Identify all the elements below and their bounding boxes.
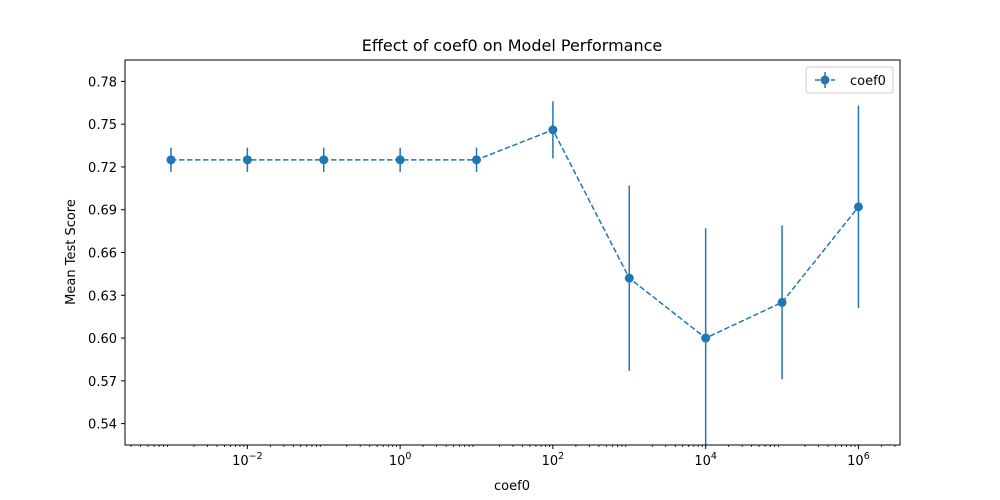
x-tick-exponent: 6: [864, 451, 870, 462]
data-point: [624, 273, 634, 283]
y-tick-label: 0.78: [88, 75, 117, 90]
y-tick-label: 0.66: [88, 247, 117, 262]
legend-box: [805, 66, 894, 94]
legend: coef0: [805, 66, 894, 94]
plot-area: [166, 101, 863, 445]
x-tick-base: 10: [847, 454, 864, 469]
x-tick-exponent: 0: [405, 451, 411, 462]
x-tick-label: 106: [847, 451, 870, 469]
y-tick-label: 0.54: [88, 418, 117, 433]
y-tick-label: 0.69: [88, 204, 117, 219]
y-axis-ticks: 0.54 0.57 0.60 0.63 0.66 0.69 0.72 0.75 0.78: [88, 75, 125, 433]
data-point: [472, 155, 482, 165]
legend-marker: [820, 75, 830, 85]
chart-title: Effect of coef0 on Model Performance: [362, 36, 663, 55]
data-point: [777, 297, 787, 307]
x-tick-exponent: −2: [249, 451, 263, 462]
data-point: [548, 125, 558, 135]
series-line: [170, 128, 860, 339]
x-tick-exponent: 4: [711, 451, 717, 462]
data-point: [166, 155, 176, 165]
x-tick-label: 104: [694, 451, 717, 469]
x-tick-label: 100: [389, 451, 412, 469]
y-tick-label: 0.75: [88, 118, 117, 133]
x-tick-base: 10: [389, 454, 406, 469]
x-axis-ticks: 10−2 100 102 104 106: [130, 445, 896, 469]
x-tick-base: 10: [232, 454, 249, 469]
data-point: [319, 155, 329, 165]
y-tick-label: 0.72: [88, 161, 117, 176]
data-point: [701, 333, 711, 343]
x-axis-label: coef0: [494, 479, 530, 494]
x-tick-base: 10: [694, 454, 711, 469]
x-tick-exponent: 2: [558, 451, 564, 462]
data-point: [242, 155, 252, 165]
x-tick-base: 10: [542, 454, 559, 469]
y-axis-label: Mean Test Score: [64, 199, 79, 305]
y-tick-label: 0.63: [88, 289, 117, 304]
y-tick-label: 0.57: [88, 375, 117, 390]
data-point: [853, 202, 863, 212]
legend-label: coef0: [850, 74, 886, 89]
data-point: [395, 155, 405, 165]
plot-frame: [124, 59, 901, 446]
y-tick-label: 0.60: [88, 332, 117, 347]
x-tick-label: 102: [542, 451, 565, 469]
x-tick-label: 10−2: [232, 451, 263, 469]
